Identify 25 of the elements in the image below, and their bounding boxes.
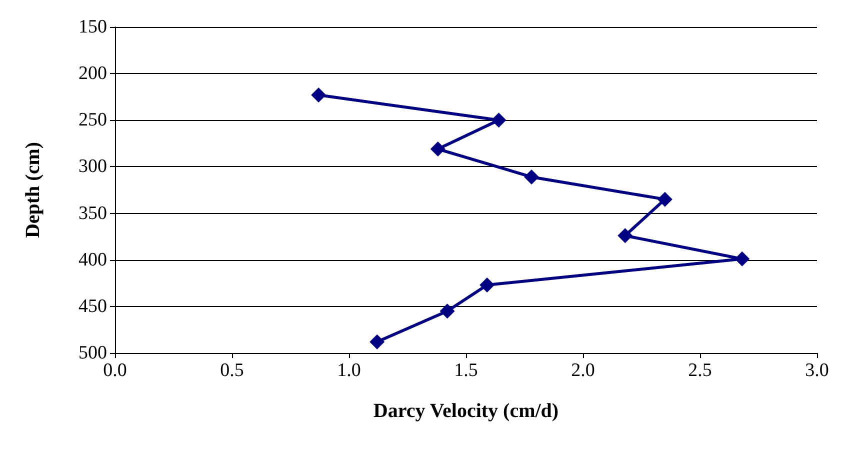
point bbox=[430, 142, 446, 157]
x-tick-label: 2.5 bbox=[688, 360, 712, 381]
y-tick-label: 350 bbox=[78, 202, 107, 224]
x-tick-label: 1.5 bbox=[454, 360, 478, 381]
y-tick-label: 150 bbox=[78, 16, 107, 38]
y-axis-title: Depth (cm) bbox=[22, 142, 44, 238]
y-tick-label: 450 bbox=[78, 296, 107, 317]
y-tick-label: 400 bbox=[78, 249, 107, 270]
point bbox=[524, 169, 540, 184]
point bbox=[370, 334, 385, 350]
y-tick-label: 200 bbox=[78, 63, 107, 84]
point bbox=[618, 228, 633, 244]
x-tick-label: 3.0 bbox=[805, 360, 829, 381]
x-tick-label: 1.0 bbox=[337, 360, 361, 381]
point bbox=[491, 112, 506, 128]
x-axis-title: Darcy Velocity (cm/d) bbox=[373, 400, 559, 422]
point bbox=[657, 192, 672, 207]
x-tick-label: 2.0 bbox=[571, 360, 595, 381]
y-tick-label: 250 bbox=[78, 110, 107, 131]
point bbox=[440, 304, 455, 319]
x-tick-label: 0.5 bbox=[220, 360, 244, 381]
y-tick-label: 300 bbox=[78, 156, 107, 178]
point bbox=[480, 278, 495, 293]
point bbox=[734, 251, 750, 266]
point bbox=[311, 87, 326, 102]
